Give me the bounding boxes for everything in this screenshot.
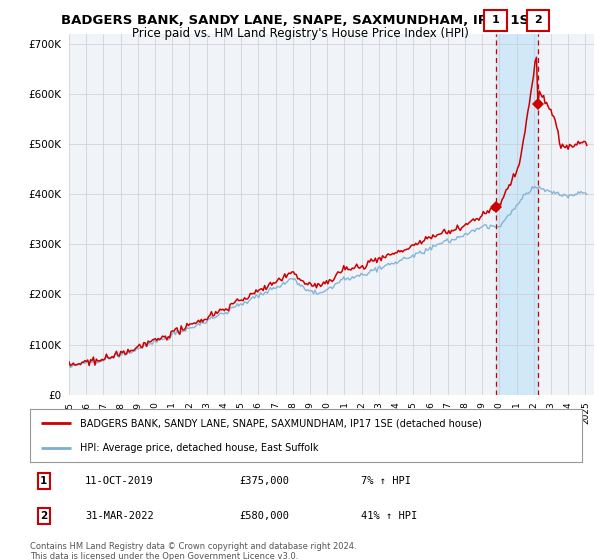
Text: £375,000: £375,000 xyxy=(240,476,290,486)
Text: 2: 2 xyxy=(534,15,542,25)
Text: 1: 1 xyxy=(40,476,47,486)
Text: 31-MAR-2022: 31-MAR-2022 xyxy=(85,511,154,521)
Text: £580,000: £580,000 xyxy=(240,511,290,521)
Text: Contains HM Land Registry data © Crown copyright and database right 2024.
This d: Contains HM Land Registry data © Crown c… xyxy=(30,542,356,560)
Text: Price paid vs. HM Land Registry's House Price Index (HPI): Price paid vs. HM Land Registry's House … xyxy=(131,27,469,40)
Text: BADGERS BANK, SANDY LANE, SNAPE, SAXMUNDHAM, IP17 1SE: BADGERS BANK, SANDY LANE, SNAPE, SAXMUND… xyxy=(61,14,539,27)
Text: 1: 1 xyxy=(492,15,500,25)
Text: 41% ↑ HPI: 41% ↑ HPI xyxy=(361,511,418,521)
Text: 2: 2 xyxy=(40,511,47,521)
Text: BADGERS BANK, SANDY LANE, SNAPE, SAXMUNDHAM, IP17 1SE (detached house): BADGERS BANK, SANDY LANE, SNAPE, SAXMUND… xyxy=(80,418,482,428)
Text: 7% ↑ HPI: 7% ↑ HPI xyxy=(361,476,411,486)
Bar xyxy=(496,34,538,395)
Text: HPI: Average price, detached house, East Suffolk: HPI: Average price, detached house, East… xyxy=(80,442,318,452)
Text: 11-OCT-2019: 11-OCT-2019 xyxy=(85,476,154,486)
